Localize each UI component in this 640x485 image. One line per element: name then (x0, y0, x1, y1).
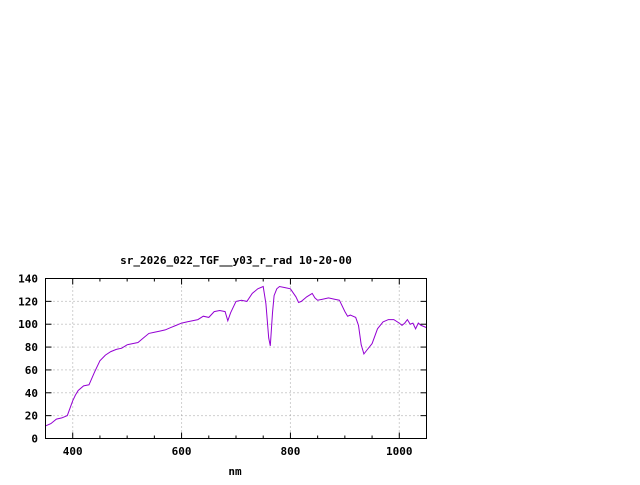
y-tick-label: 80 (25, 341, 38, 354)
x-tick-label: 400 (63, 445, 83, 458)
x-axis-label: nm (228, 465, 242, 478)
grid (45, 278, 427, 439)
series-layer (45, 285, 427, 427)
series-line (45, 285, 427, 427)
y-tick-label: 20 (25, 410, 38, 423)
chart-title: sr_2026_022_TGF__y03_r_rad 10-20-00 (120, 254, 352, 267)
x-tick-label: 600 (172, 445, 192, 458)
x-tick-label: 800 (280, 445, 300, 458)
y-tick-label: 100 (18, 318, 38, 331)
y-tick-label: 60 (25, 364, 38, 377)
y-tick-label: 140 (18, 273, 38, 286)
y-tick-label: 120 (18, 295, 38, 308)
ticks: 400 600 800 1000 0 20 40 60 80 100 120 140 (18, 273, 427, 458)
y-tick-label: 40 (25, 387, 38, 400)
x-tick-label: 1000 (386, 445, 413, 458)
y-tick-label: 0 (31, 433, 38, 446)
